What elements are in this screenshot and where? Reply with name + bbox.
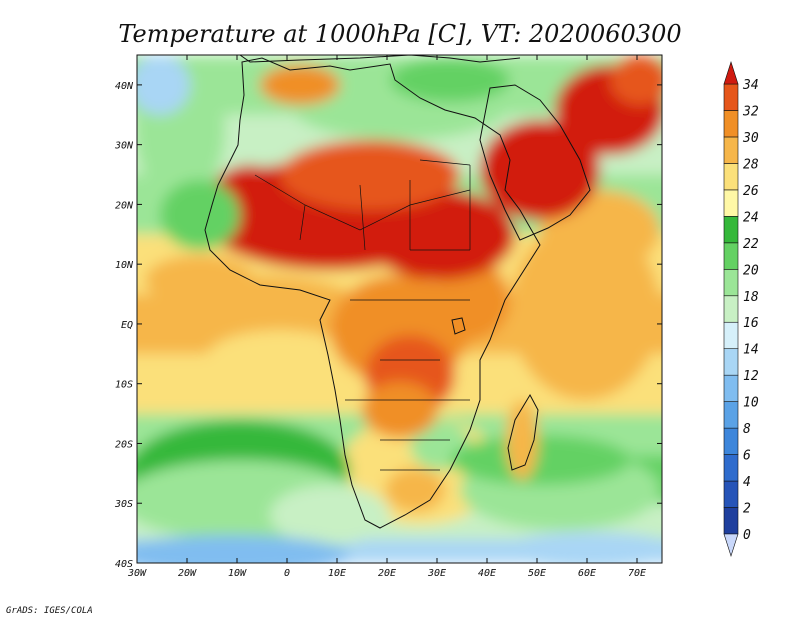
- colorbar-under-arrow: [723, 533, 739, 557]
- lat-tick-label: 40S: [115, 559, 133, 570]
- lat-tick-label: 20S: [115, 439, 133, 450]
- lon-tick-label: 50E: [528, 568, 546, 579]
- lon-tick-label: 20W: [178, 568, 197, 579]
- coastlines: [204, 55, 591, 529]
- colorbar-over-arrow: [723, 61, 739, 85]
- arabia-coastline: [479, 84, 591, 241]
- colorbar-segment: [723, 110, 739, 138]
- colorbar-label: 16: [743, 316, 759, 331]
- colorbar-label: 28: [743, 157, 759, 172]
- country-borders: [254, 159, 471, 471]
- colorbar-label: 30: [742, 131, 759, 146]
- colorbar-label: 14: [743, 343, 759, 358]
- colorbar-label: 8: [743, 422, 751, 437]
- map-title: Temperature at 1000hPa [C], VT: 20200603…: [118, 20, 681, 48]
- colorbar-label: 12: [743, 369, 759, 384]
- lon-tick-label: 70E: [628, 568, 646, 579]
- colorbar-label: 10: [743, 396, 759, 411]
- colorbar-label: 6: [743, 449, 751, 464]
- colorbar-segment: [723, 427, 739, 455]
- temperature-field: [137, 55, 662, 563]
- colorbar-segment: [723, 321, 739, 350]
- latitude-axis: 40N 30N 20N 10N EQ 10S 20S 30S 40S: [114, 81, 662, 570]
- lon-tick-label: 30E: [427, 568, 446, 579]
- colorbar-segment: [723, 295, 739, 323]
- colorbar-segment: [723, 454, 739, 482]
- colorbar-label: 18: [743, 290, 759, 305]
- lon-tick-label: 60E: [578, 568, 596, 579]
- lon-tick-label: 20E: [378, 568, 396, 579]
- colorbar-segment: [723, 401, 739, 429]
- europe-coastline: [239, 55, 521, 63]
- colorbar-label: 0: [743, 528, 751, 543]
- lon-tick-label: 10W: [228, 568, 247, 579]
- colorbar-segment: [723, 268, 739, 297]
- lat-tick-label: 30S: [114, 499, 133, 510]
- colorbar-segment: [723, 242, 739, 270]
- colorbar-label: 26: [743, 184, 759, 199]
- colorbar-label: 24: [743, 210, 759, 225]
- colorbar-segment: [723, 189, 739, 217]
- colorbar-segment: [723, 507, 739, 535]
- colorbar-label: 22: [743, 237, 759, 252]
- map-frame: [136, 54, 663, 564]
- colorbar-segment: [723, 480, 739, 508]
- lon-tick-label: 40E: [478, 568, 496, 579]
- colorbar-label: 34: [742, 78, 759, 93]
- lat-tick-label: 40N: [115, 81, 134, 92]
- lat-tick-label: 10N: [115, 260, 134, 271]
- colorbar-label: 2: [743, 502, 751, 517]
- credit-text: GrADS: IGES/COLA: [6, 606, 93, 616]
- colorbar-segment: [723, 374, 739, 402]
- lon-tick-label: 30W: [127, 568, 147, 579]
- colorbar-segment: [723, 83, 739, 111]
- colorbar-segment: [723, 216, 739, 244]
- lon-tick-label: 10E: [328, 568, 346, 579]
- lat-tick-label: 20N: [115, 200, 134, 211]
- colorbar-segment: [723, 348, 739, 376]
- lat-tick-label: 10S: [115, 380, 133, 391]
- longitude-axis: 30W 20W 10W 0 10E 20E 30E 40E 50E 60E 70E: [127, 55, 646, 579]
- colorbar-segment: [723, 136, 739, 164]
- colorbar-label: 32: [742, 104, 759, 119]
- lat-tick-label: EQ: [121, 320, 133, 331]
- lake-victoria: [451, 317, 466, 335]
- colorbar-segment: [723, 163, 739, 191]
- africa-coastline: [204, 57, 541, 529]
- lat-tick-label: 30N: [114, 141, 134, 152]
- colorbar-label: 4: [743, 475, 751, 490]
- lon-tick-label: 0: [284, 568, 290, 579]
- colorbar-label: 20: [743, 263, 759, 278]
- madagascar-coastline: [507, 393, 539, 471]
